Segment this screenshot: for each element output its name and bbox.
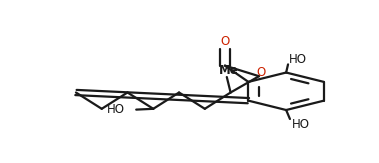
Text: O: O <box>256 66 266 79</box>
Text: HO: HO <box>292 118 310 131</box>
Text: O: O <box>220 36 230 48</box>
Text: HO: HO <box>107 103 125 116</box>
Text: Me: Me <box>219 64 238 77</box>
Text: HO: HO <box>288 53 307 66</box>
